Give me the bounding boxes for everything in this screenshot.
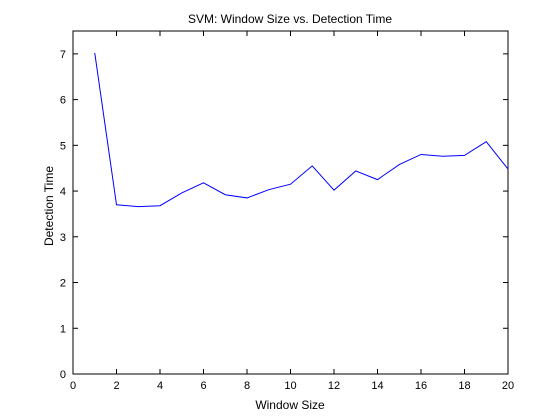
x-tick-label: 20: [502, 380, 514, 392]
y-tick-label: 4: [60, 186, 66, 198]
x-tick-label: 8: [244, 380, 250, 392]
y-tick-label: 7: [60, 49, 66, 61]
x-tick-label: 14: [371, 380, 383, 392]
x-tick-label: 0: [70, 380, 76, 392]
x-tick-label: 10: [284, 380, 296, 392]
x-tick-label: 2: [113, 380, 119, 392]
x-tick-label: 12: [328, 380, 340, 392]
x-axis: 0 2 4 6 8 10 12 14 16 18 20: [70, 31, 514, 392]
x-tick-label: 18: [458, 380, 470, 392]
y-tick-label: 5: [60, 140, 66, 152]
detection-time-line: [94, 52, 509, 208]
x-axis-label: Window Size: [255, 398, 325, 412]
plot-area: [72, 30, 509, 375]
y-axis-label: Detection Time: [42, 166, 56, 246]
y-tick-label: 3: [60, 232, 66, 244]
y-tick-label: 2: [60, 278, 66, 290]
y-tick-label: 1: [60, 323, 66, 335]
x-tick-label: 6: [200, 380, 206, 392]
x-tick-label: 16: [415, 380, 427, 392]
chart-title: SVM: Window Size vs. Detection Time: [188, 12, 392, 26]
y-tick-label: 6: [60, 95, 66, 107]
y-tick-label: 0: [60, 369, 66, 381]
y-axis: 0 1 2 3 4 5 6 7: [60, 49, 508, 381]
x-tick-label: 4: [157, 380, 163, 392]
